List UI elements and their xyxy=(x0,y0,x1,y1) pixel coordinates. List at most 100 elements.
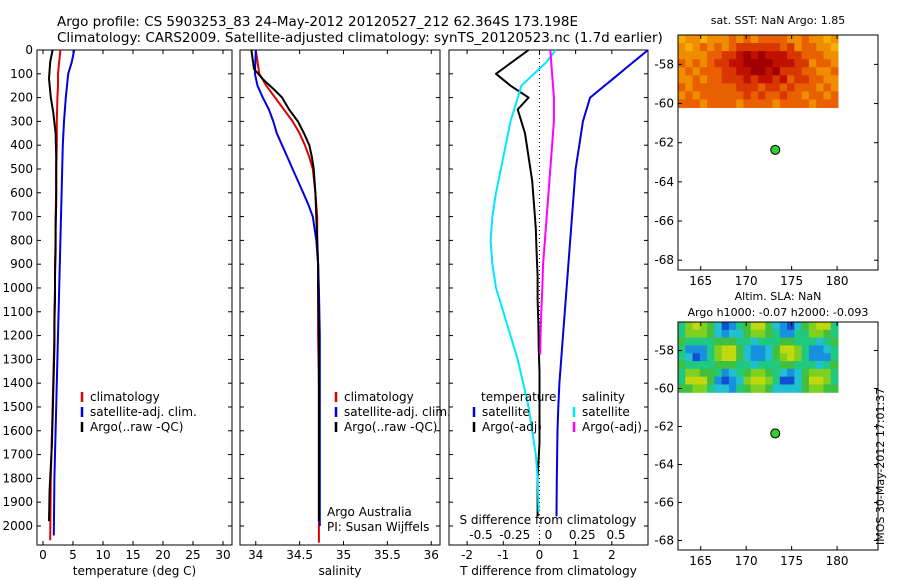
field-cell xyxy=(685,329,694,339)
field-cell xyxy=(758,59,766,68)
salinity-axes-frame xyxy=(239,49,441,546)
field-cell xyxy=(794,43,803,52)
field-cell xyxy=(794,51,803,60)
field-cell xyxy=(801,51,810,60)
field-cell xyxy=(801,99,810,108)
salinity-diff-tick-label: 0.25 xyxy=(569,528,596,542)
field-cell xyxy=(699,83,708,92)
field-cell xyxy=(830,67,839,76)
field-cell xyxy=(728,368,737,378)
field-cell xyxy=(692,51,701,60)
depth-tick-label: 1300 xyxy=(2,352,33,366)
field-cell xyxy=(750,59,759,68)
field-cell xyxy=(728,67,737,76)
field-cell xyxy=(787,368,795,378)
field-cell xyxy=(794,329,803,339)
field-cell xyxy=(721,376,730,385)
diff-legend-label: Argo(-adj) xyxy=(582,420,642,434)
field-cell xyxy=(830,43,839,52)
field-cell xyxy=(816,384,824,393)
field-cell xyxy=(678,51,686,60)
field-cell xyxy=(787,59,795,68)
field-cell xyxy=(736,67,744,76)
map-ytick-label: -58 xyxy=(654,344,674,358)
field-cell xyxy=(808,83,817,92)
diff-legend-label: satellite xyxy=(582,405,630,419)
field-cell xyxy=(758,35,766,44)
field-cell xyxy=(758,91,766,100)
salinity-xtick-label: 36 xyxy=(424,548,439,562)
field-cell xyxy=(772,83,781,92)
field-cell xyxy=(728,83,737,92)
field-cell xyxy=(816,345,824,354)
field-cell xyxy=(721,75,730,84)
field-cell xyxy=(750,51,759,60)
field-cell xyxy=(794,75,803,84)
depth-tick-label: 1900 xyxy=(2,495,33,509)
legend-title-temperature: temperature xyxy=(481,390,556,404)
field-cell xyxy=(765,99,774,108)
field-cell xyxy=(830,75,839,84)
field-cell xyxy=(794,368,803,378)
temperature-legend-label: Argo(..raw -QC) xyxy=(90,420,183,434)
field-cell xyxy=(808,384,817,393)
map-ytick-label: -58 xyxy=(654,57,674,71)
field-cell xyxy=(830,376,839,385)
legend-title-salinity: salinity xyxy=(582,390,625,404)
field-cell xyxy=(823,322,832,331)
depth-tick-label: 1600 xyxy=(2,424,33,438)
field-cell xyxy=(801,322,810,331)
field-cell xyxy=(794,361,803,370)
temperature-xtick-label: 5 xyxy=(69,548,77,562)
map-xtick-label: 165 xyxy=(689,274,712,288)
field-cell xyxy=(678,345,686,354)
field-cell xyxy=(772,43,781,52)
field-cell xyxy=(699,43,708,52)
field-cell xyxy=(758,337,766,346)
field-cell xyxy=(823,99,832,108)
field-cell xyxy=(714,91,723,100)
field-cell xyxy=(801,83,810,92)
field-cell xyxy=(823,384,832,393)
field-cell xyxy=(816,59,824,68)
difference-axes-frame xyxy=(448,49,649,546)
field-cell xyxy=(721,83,730,92)
field-cell xyxy=(728,384,737,393)
field-cell xyxy=(728,59,737,68)
difference-xtick-label: 1 xyxy=(572,548,580,562)
field-cell xyxy=(678,83,686,92)
field-cell xyxy=(772,368,781,378)
salinity-legend-label: Argo(..raw -QC) xyxy=(344,420,437,434)
field-cell xyxy=(714,59,723,68)
field-cell xyxy=(758,353,766,362)
field-cell xyxy=(699,99,708,108)
field-cell xyxy=(736,322,744,331)
temperature-xtick-label: 0 xyxy=(39,548,47,562)
field-cell xyxy=(794,384,803,393)
field-cell xyxy=(699,361,708,370)
field-cell xyxy=(787,99,795,108)
field-cell xyxy=(816,83,824,92)
field-cell xyxy=(787,376,795,385)
field-cell xyxy=(808,345,817,354)
difference-series-line xyxy=(539,49,555,355)
field-cell xyxy=(801,59,810,68)
field-cell xyxy=(808,337,817,346)
field-cell xyxy=(830,59,839,68)
difference-series-line xyxy=(489,49,557,512)
field-cell xyxy=(787,329,795,339)
field-cell xyxy=(779,368,788,378)
field-cell xyxy=(801,361,810,370)
field-cell xyxy=(707,75,715,84)
field-cell xyxy=(772,361,781,370)
salinity-xtick-label: 34 xyxy=(248,548,263,562)
field-cell xyxy=(794,99,803,108)
field-cell xyxy=(728,329,737,339)
field-cell xyxy=(707,337,715,346)
field-cell xyxy=(721,345,730,354)
field-cell xyxy=(685,67,694,76)
field-cell xyxy=(816,75,824,84)
field-cell xyxy=(714,322,723,331)
field-cell xyxy=(699,322,708,331)
field-cell xyxy=(787,67,795,76)
